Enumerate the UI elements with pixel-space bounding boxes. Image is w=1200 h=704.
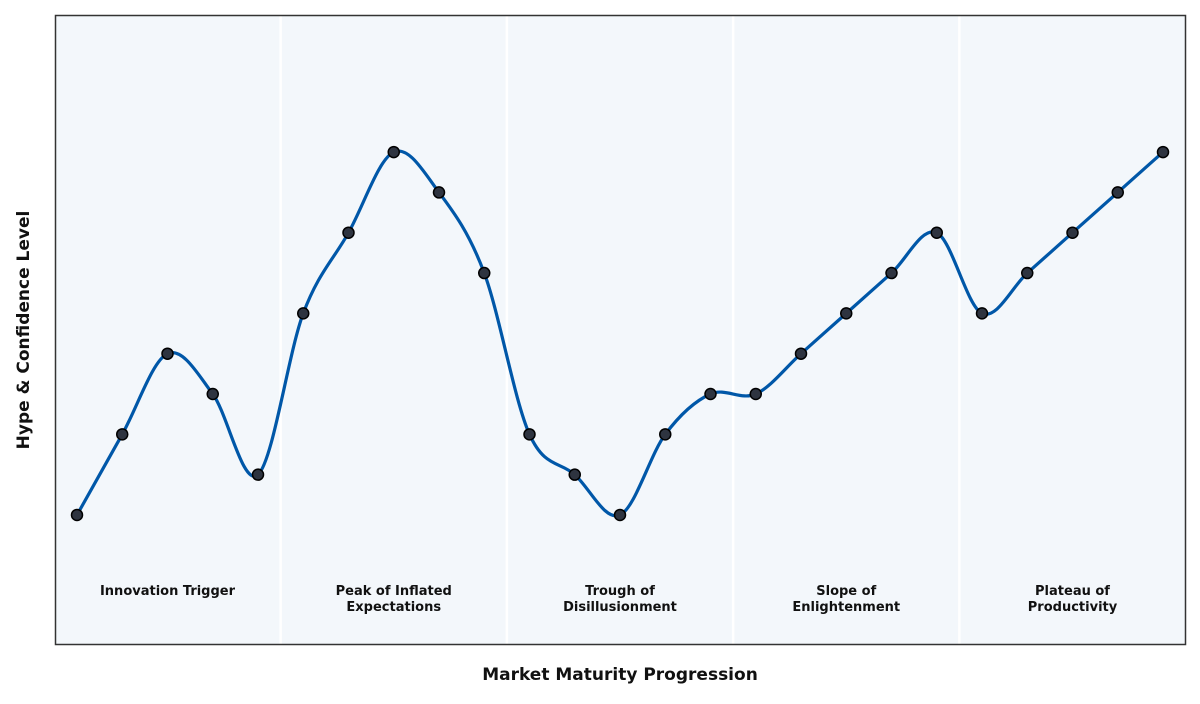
phase-label-line: Productivity — [1028, 600, 1118, 615]
data-point — [568, 468, 581, 481]
data-point — [387, 145, 400, 159]
phase-label-line: Innovation Trigger — [100, 584, 236, 599]
data-point — [749, 387, 762, 401]
data-point — [1156, 145, 1170, 159]
phase-label: Trough of Disillusionment — [563, 584, 677, 615]
phase-label-line: Expectations — [346, 600, 441, 615]
data-point — [251, 468, 265, 481]
phase-label: Innovation Trigger — [100, 584, 236, 599]
data-point — [70, 508, 84, 522]
phase-label-line: Trough of — [585, 584, 655, 599]
data-point — [794, 347, 808, 360]
data-point — [342, 226, 355, 239]
plot-background — [55, 15, 1185, 644]
data-point — [478, 266, 491, 280]
data-point — [885, 266, 898, 280]
data-point — [206, 387, 219, 401]
phase-label-line: Disillusionment — [563, 600, 677, 615]
phase-label-line: Peak of Inflated — [336, 584, 452, 599]
data-point — [297, 307, 310, 320]
data-point — [659, 428, 672, 441]
data-point — [930, 226, 943, 239]
data-point — [704, 387, 717, 401]
phase-labels: Innovation Trigger Peak of Inflated Expect… — [100, 584, 1118, 615]
data-point — [116, 428, 129, 441]
data-point — [1066, 226, 1079, 239]
phase-label-line: Plateau of — [1035, 584, 1110, 599]
data-point — [1111, 186, 1124, 199]
data-point — [523, 428, 536, 441]
phase-label-line: Slope of — [816, 584, 876, 599]
phase-label: Plateau of Productivity — [1028, 584, 1118, 615]
phase-label-line: Enlightenment — [792, 600, 900, 615]
data-point — [1021, 266, 1034, 280]
phase-label: Peak of Inflated Expectations — [336, 584, 452, 615]
x-axis-label: Market Maturity Progression — [482, 665, 758, 685]
phase-label: Slope of Enlightenment — [792, 584, 900, 615]
phase-bands — [55, 15, 1185, 644]
plot-frame — [54, 14, 1187, 646]
data-point — [975, 307, 989, 320]
data-point — [840, 307, 853, 320]
data-point — [613, 508, 627, 522]
y-axis-label: Hype & Confidence Level — [14, 211, 34, 450]
data-point — [432, 186, 446, 199]
data-point — [161, 347, 174, 360]
markers-layer — [70, 145, 1170, 522]
